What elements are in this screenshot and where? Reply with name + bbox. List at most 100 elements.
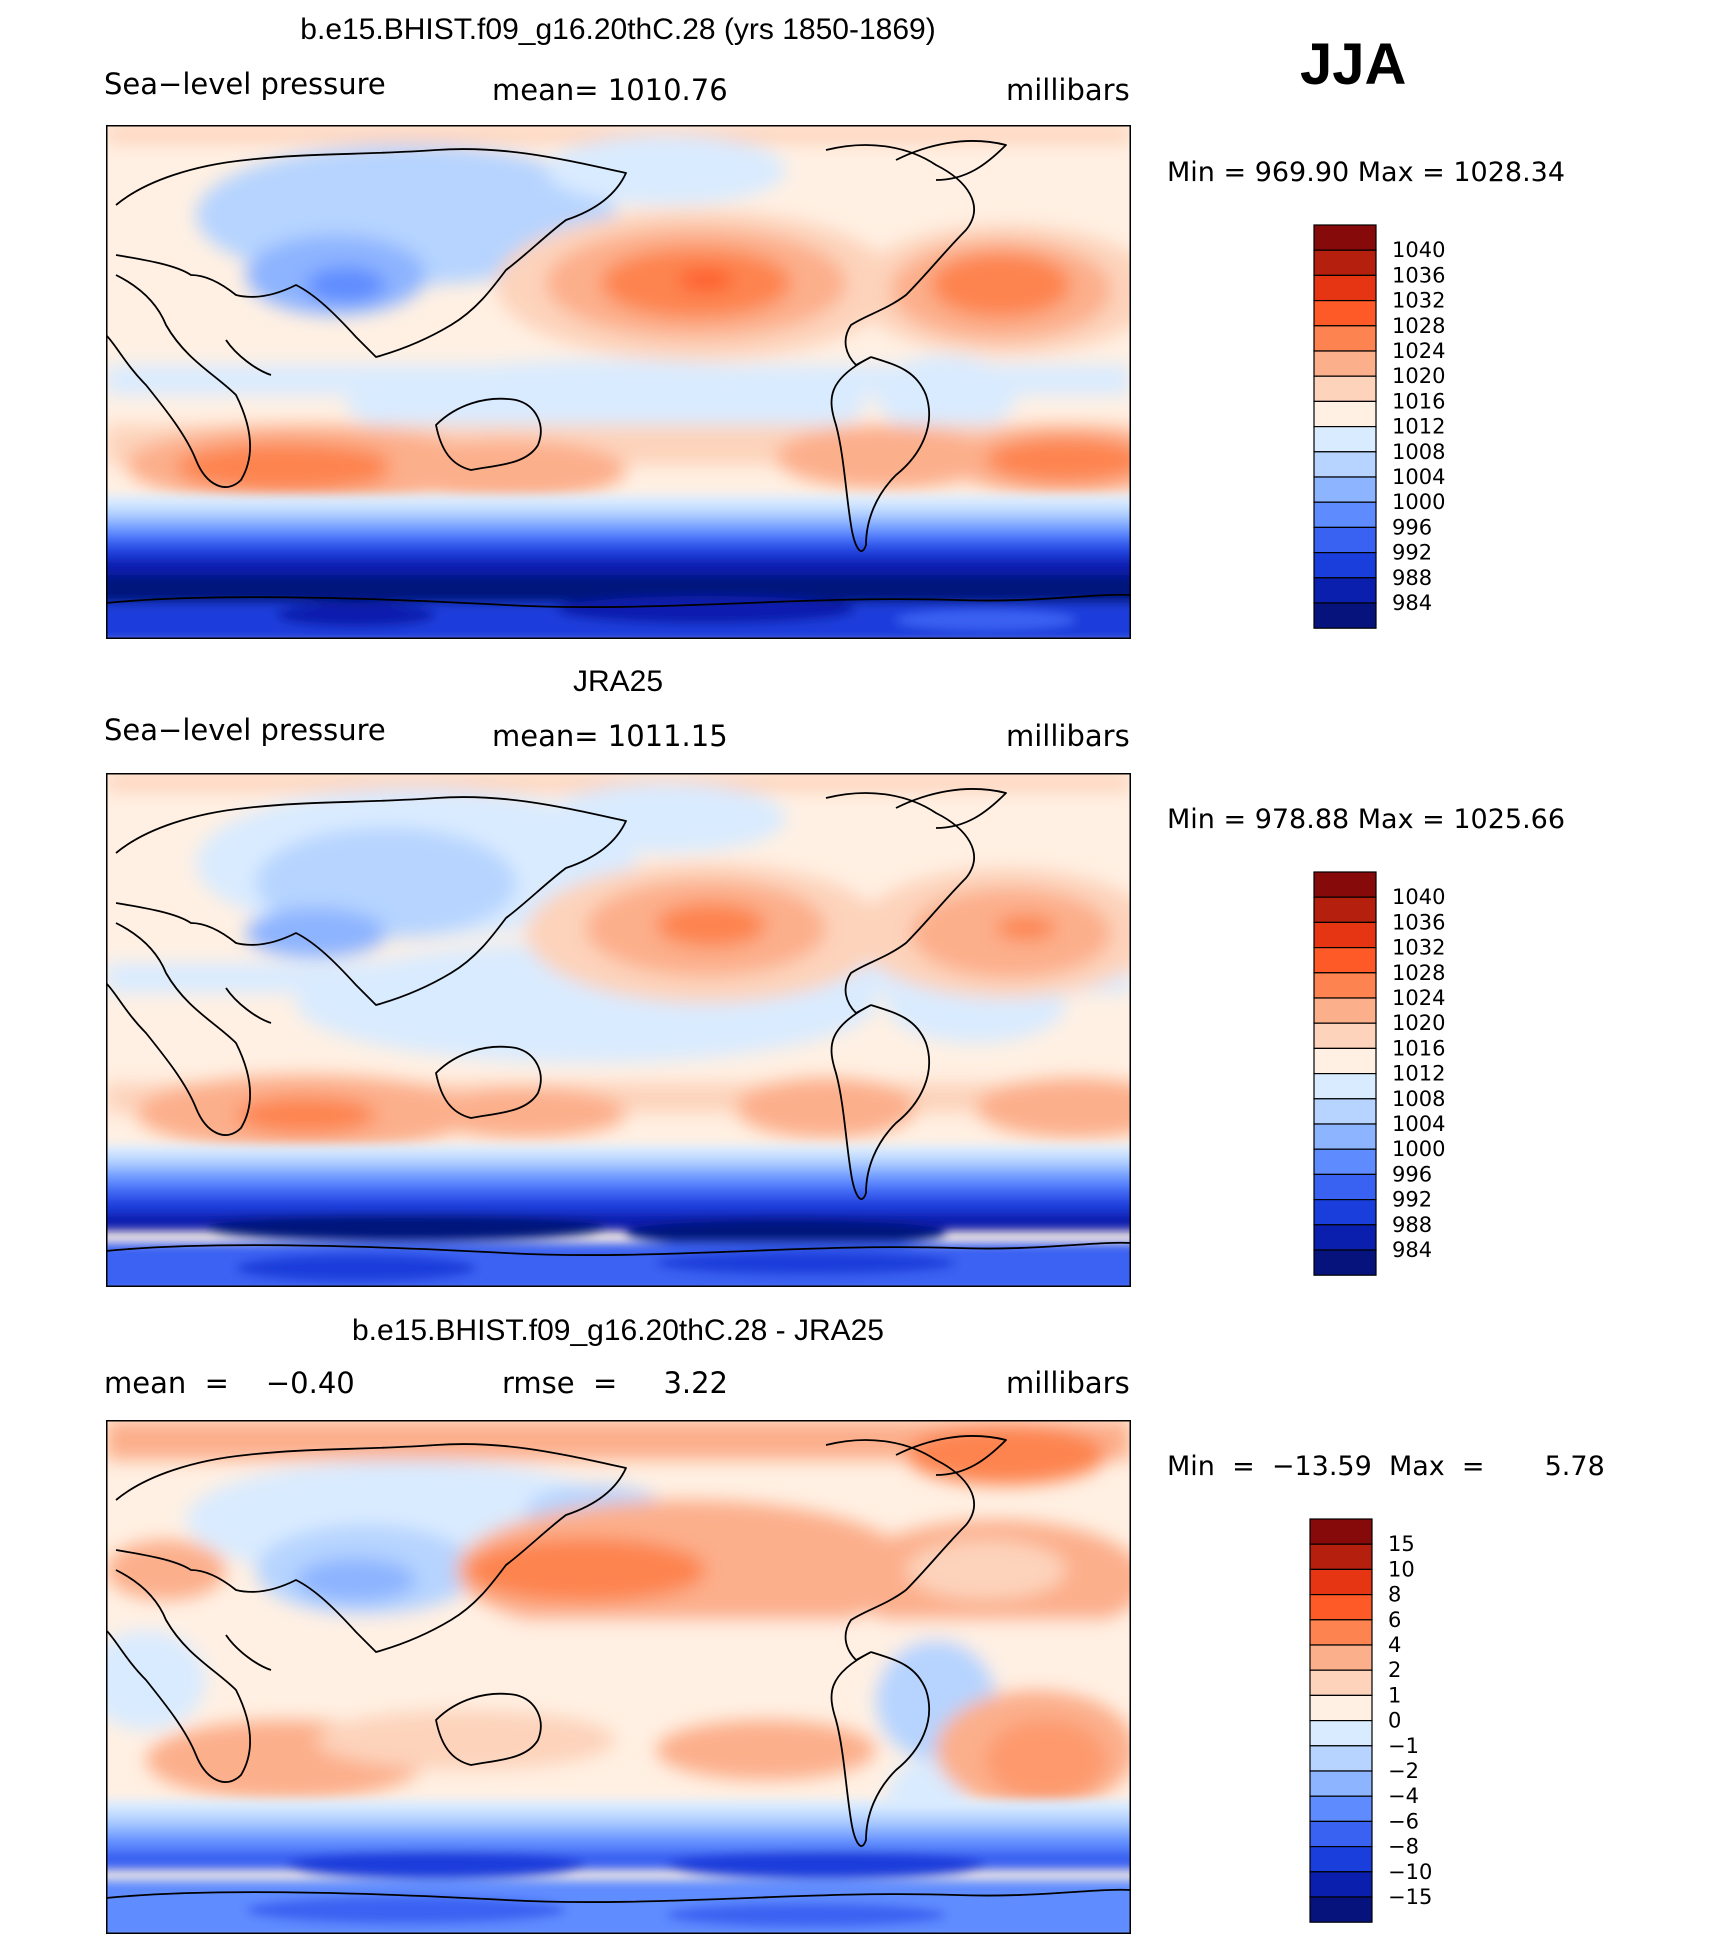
- colorbar-label: −8: [1388, 1835, 1419, 1859]
- colorbar-label: 1000: [1392, 490, 1445, 514]
- colorbar-swatch: [1309, 1644, 1373, 1671]
- panel-1-map: [106, 125, 1131, 639]
- colorbar-label: 1020: [1392, 1011, 1445, 1035]
- colorbar-label: 10: [1388, 1557, 1415, 1581]
- colorbar-label: 1028: [1392, 314, 1445, 338]
- colorbar-label: 1016: [1392, 1036, 1445, 1060]
- colorbar-swatch: [1313, 299, 1377, 327]
- panel-2-variable-label: Sea−level pressure: [104, 713, 386, 747]
- colorbar-label: 984: [1392, 1238, 1432, 1262]
- colorbar-label: 1028: [1392, 961, 1445, 985]
- panel-3-coastlines: [106, 1435, 1131, 1903]
- colorbar-swatch: [1313, 552, 1377, 579]
- panel-1-coastlines: [106, 140, 1131, 608]
- colorbar-label: −1: [1388, 1734, 1419, 1758]
- colorbar-swatch: [1313, 896, 1377, 924]
- colorbar-swatch: [1313, 224, 1377, 251]
- colorbar-swatch: [1309, 1619, 1373, 1646]
- panel-1-units-label: millibars: [1006, 73, 1130, 107]
- colorbar-swatch: [1309, 1745, 1373, 1772]
- colorbar-swatch: [1313, 375, 1377, 402]
- panel-1-minmax: Min = 969.90 Max = 1028.34: [1167, 157, 1566, 188]
- panel-3-title: b.e15.BHIST.f09_g16.20thC.28 - JRA25: [351, 1314, 885, 1347]
- colorbar-swatch: [1313, 1224, 1377, 1251]
- colorbar-label: 1024: [1392, 339, 1445, 363]
- panel-3-rmse-label: rmse = 3.22: [502, 1366, 729, 1400]
- colorbar-label: 1012: [1392, 415, 1445, 439]
- colorbar-label: 1024: [1392, 986, 1445, 1010]
- colorbar-label: 1036: [1392, 263, 1445, 287]
- colorbar-swatch: [1309, 1543, 1373, 1571]
- colorbar-swatch: [1309, 1795, 1373, 1823]
- colorbar-swatch: [1309, 1568, 1373, 1596]
- colorbar-swatch: [1309, 1593, 1373, 1621]
- colorbar-swatch: [1313, 972, 1377, 999]
- colorbar-label: 1020: [1392, 364, 1445, 388]
- colorbar-swatch: [1313, 1173, 1377, 1201]
- colorbar-label: 4: [1388, 1633, 1401, 1657]
- colorbar-label: 996: [1392, 515, 1432, 539]
- panel-1-mean-label: mean= 1010.76: [492, 73, 728, 107]
- panel-3-map: [106, 1420, 1131, 1934]
- colorbar-swatch: [1313, 249, 1377, 277]
- colorbar-label: 1004: [1392, 465, 1445, 489]
- colorbar-swatch: [1309, 1669, 1373, 1696]
- colorbar-label: 1008: [1392, 1087, 1445, 1111]
- panel-2-title: JRA25: [572, 665, 664, 698]
- colorbar-label: 1040: [1392, 238, 1445, 262]
- colorbar-swatch: [1313, 1148, 1377, 1176]
- colorbar-swatch: [1313, 946, 1377, 974]
- season-label: JJA: [1300, 32, 1407, 97]
- colorbar-label: 1016: [1392, 389, 1445, 413]
- colorbar-label: 988: [1392, 1213, 1432, 1237]
- panel-2-frame: [106, 773, 1131, 1287]
- colorbar-swatch: [1309, 1518, 1373, 1545]
- colorbar-swatch: [1313, 501, 1377, 529]
- panel-3-units-label: millibars: [1006, 1366, 1130, 1400]
- colorbar-swatch: [1313, 1249, 1377, 1276]
- colorbar-swatch: [1313, 1022, 1377, 1049]
- panel-2-mean-label: mean= 1011.15: [492, 719, 728, 753]
- colorbar-label: 1032: [1392, 289, 1445, 313]
- colorbar-swatch: [1309, 1820, 1373, 1848]
- colorbar-label: 1: [1388, 1683, 1401, 1707]
- colorbar-swatch: [1313, 1098, 1377, 1125]
- colorbar-swatch: [1309, 1720, 1373, 1747]
- colorbar-label: −15: [1388, 1885, 1432, 1909]
- colorbar-label: 1012: [1392, 1062, 1445, 1086]
- colorbar-swatch: [1313, 476, 1377, 503]
- colorbar-label: 1008: [1392, 440, 1445, 464]
- colorbar-label: 992: [1392, 541, 1432, 565]
- panel-2-units-label: millibars: [1006, 719, 1130, 753]
- colorbar-label: −4: [1388, 1784, 1419, 1808]
- colorbar-label: 992: [1392, 1188, 1432, 1212]
- colorbar-swatch: [1313, 350, 1377, 377]
- colorbar-swatch: [1313, 526, 1377, 554]
- colorbar-swatch: [1313, 274, 1377, 302]
- colorbar-swatch: [1309, 1846, 1373, 1873]
- colorbar-swatch: [1313, 426, 1377, 453]
- colorbar-swatch: [1313, 400, 1377, 428]
- colorbar-swatch: [1313, 602, 1377, 629]
- colorbar-label: 1040: [1392, 885, 1445, 909]
- colorbar-swatch: [1309, 1694, 1373, 1722]
- colorbar-swatch: [1313, 1199, 1377, 1226]
- colorbar-swatch: [1309, 1871, 1373, 1898]
- colorbar-label: −10: [1388, 1860, 1432, 1884]
- colorbar-label: 2: [1388, 1658, 1401, 1682]
- colorbar-swatch: [1309, 1770, 1373, 1797]
- colorbar-swatch: [1313, 1073, 1377, 1100]
- colorbar-label: 984: [1392, 591, 1432, 615]
- panel-1-frame: [106, 125, 1131, 639]
- panel-1-variable-label: Sea−level pressure: [104, 67, 386, 101]
- colorbar-label: 8: [1388, 1583, 1401, 1607]
- colorbar-label: 1000: [1392, 1137, 1445, 1161]
- panel-3-mean-label: mean = −0.40: [104, 1366, 355, 1400]
- colorbar-swatch: [1313, 997, 1377, 1024]
- colorbar-label: 1032: [1392, 936, 1445, 960]
- panel-1-title: b.e15.BHIST.f09_g16.20thC.28 (yrs 1850-1…: [300, 13, 936, 46]
- panel-3-frame: [106, 1420, 1131, 1934]
- colorbar-swatch: [1313, 871, 1377, 898]
- panel-2-coastlines: [106, 788, 1131, 1256]
